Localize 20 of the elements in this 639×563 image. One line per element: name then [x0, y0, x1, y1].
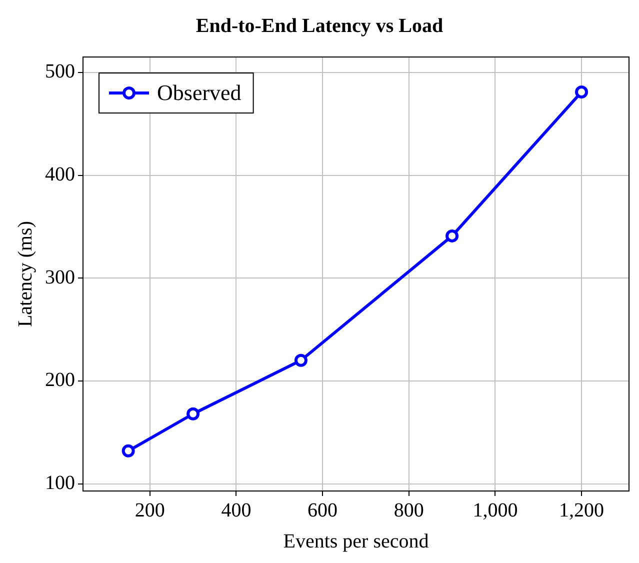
y-tick-label: 200: [45, 369, 75, 392]
point: [446, 229, 459, 242]
x-tick-label: 800: [394, 499, 424, 522]
chart-title: End-to-End Latency vs Load: [196, 15, 444, 38]
y-tick-label: 400: [45, 164, 75, 186]
x-tick-label: 1,000: [472, 499, 518, 522]
y-tick-label: 300: [45, 266, 75, 288]
x-tick-label: 200: [134, 499, 165, 522]
point: [122, 444, 135, 458]
legend-label: Observed: [157, 80, 242, 105]
y-tick-label: 500: [45, 60, 75, 83]
y-axis-title: Latency (ms): [14, 220, 36, 328]
x-tick-label: 600: [308, 499, 338, 522]
point: [294, 354, 308, 367]
x-tick-label: 1,200: [559, 499, 604, 522]
y-tick-label: 100: [45, 472, 75, 494]
x-axis-title: Events per second: [283, 530, 429, 552]
point: [186, 407, 200, 420]
x-tick-label: 400: [221, 499, 252, 522]
point: [575, 85, 588, 98]
